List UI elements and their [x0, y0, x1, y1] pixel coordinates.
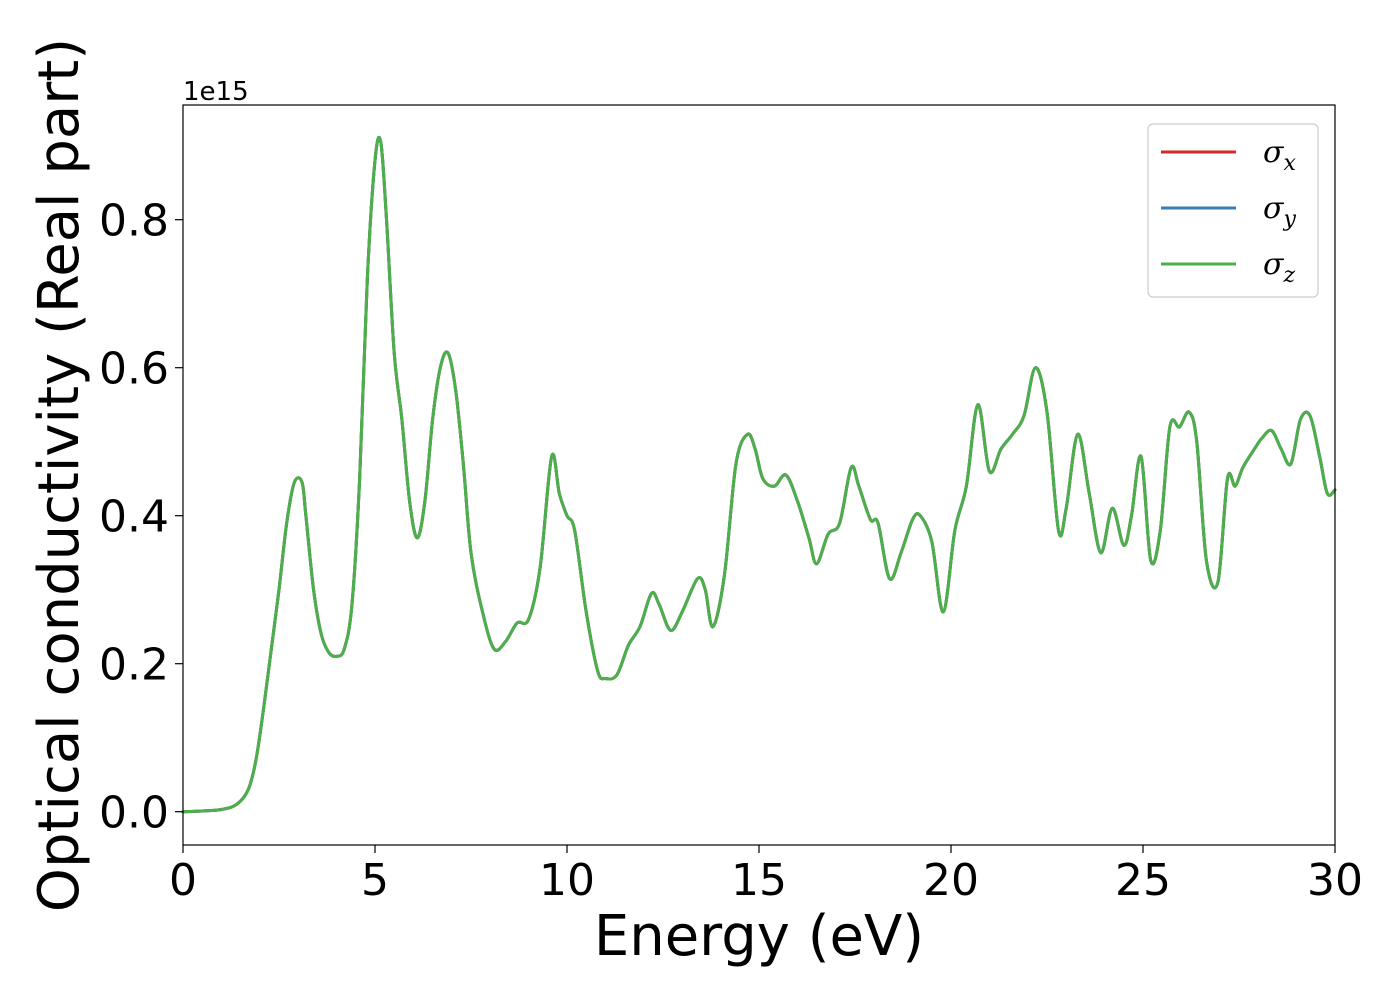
series-layer	[181, 135, 1337, 814]
y-offset-label: 1e15	[183, 77, 249, 107]
x-axis-ticks: 0 5 10 15 20 25 30	[169, 845, 1363, 906]
x-tick-label: 10	[539, 855, 595, 906]
series-line-sigma-z	[181, 135, 1337, 814]
x-axis-label: Energy (eV)	[594, 904, 924, 969]
y-tick-label: 0.8	[99, 196, 169, 247]
legend-label-sigma-y: σy	[1263, 191, 1296, 232]
legend-label-sigma-x: σx	[1263, 135, 1296, 176]
y-tick-label: 0.0	[99, 788, 169, 839]
x-tick-label: 25	[1115, 855, 1171, 906]
y-tick-label: 0.6	[99, 344, 169, 395]
x-tick-label: 0	[169, 855, 197, 906]
y-axis-ticks: 0.0 0.2 0.4 0.6 0.8	[99, 196, 183, 839]
y-axis-label: Optical conductivity (Real part)	[27, 38, 92, 912]
x-tick-label: 30	[1307, 855, 1363, 906]
x-tick-label: 5	[361, 855, 389, 906]
x-tick-label: 15	[731, 855, 787, 906]
legend-frame	[1147, 123, 1319, 298]
y-tick-label: 0.2	[99, 640, 169, 691]
x-tick-label: 20	[923, 855, 979, 906]
y-tick-label: 0.4	[99, 492, 169, 543]
